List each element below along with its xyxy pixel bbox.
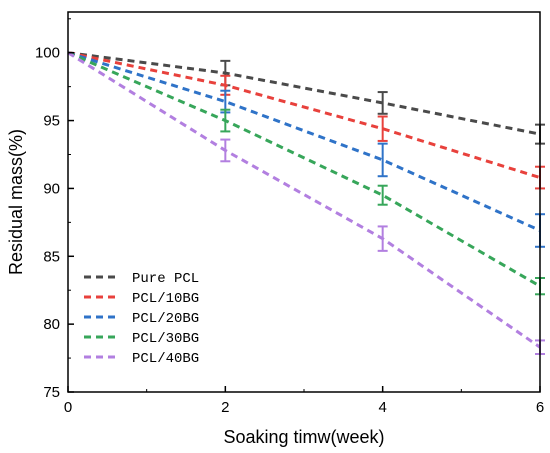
legend-item-2: PCL/20BG [84, 311, 199, 327]
series-line-0 [67, 51, 541, 136]
legend-label-1: PCL/10BG [132, 291, 199, 307]
legend-label-3: PCL/30BG [132, 331, 199, 347]
series-layer [67, 51, 545, 355]
y-tick-label-2: 85 [43, 248, 60, 265]
x-tick-label-0: 0 [64, 399, 72, 416]
x-axis-title: Soaking timw(week) [223, 427, 384, 447]
y-tick-label-0: 75 [43, 384, 60, 401]
series-4 [67, 51, 545, 355]
series-2 [67, 51, 545, 248]
y-tick-label-5: 100 [35, 45, 60, 62]
error-bar-0-2 [377, 91, 388, 115]
error-bar-3-2 [377, 184, 388, 206]
x-tick-label-2: 4 [378, 399, 386, 416]
y-tick-label-3: 90 [43, 180, 60, 197]
error-bar-4-1 [220, 138, 231, 163]
series-line-2 [67, 51, 541, 232]
series-line-3 [67, 51, 541, 288]
error-bar-2-2 [377, 142, 388, 178]
legend-label-4: PCL/40BG [132, 351, 199, 367]
legend-label-0: Pure PCL [132, 271, 199, 287]
legend: Pure PCL PCL/10BG PCL/20BG PCL/30BG PCL/40BG [84, 271, 199, 367]
y-tick-label-4: 95 [43, 113, 60, 130]
series-line-4 [67, 51, 541, 349]
series-3 [67, 51, 545, 296]
error-bar-1-2 [377, 115, 388, 142]
error-bar-3-1 [220, 108, 231, 133]
y-axis-title: Residual mass(%) [6, 129, 26, 275]
legend-item-0: Pure PCL [84, 271, 199, 287]
legend-item-4: PCL/40BG [84, 351, 199, 367]
y-tick-label-1: 80 [43, 316, 60, 333]
axes-layer: 0 2 4 6 75 80 85 90 95 100 [35, 11, 544, 416]
legend-label-2: PCL/20BG [132, 311, 199, 327]
x-tick-label-3: 6 [536, 399, 544, 416]
legend-item-3: PCL/30BG [84, 331, 199, 347]
legend-item-1: PCL/10BG [84, 291, 199, 307]
series-line-1 [67, 51, 541, 180]
error-bar-4-2 [377, 225, 388, 252]
x-tick-label-1: 2 [221, 399, 229, 416]
